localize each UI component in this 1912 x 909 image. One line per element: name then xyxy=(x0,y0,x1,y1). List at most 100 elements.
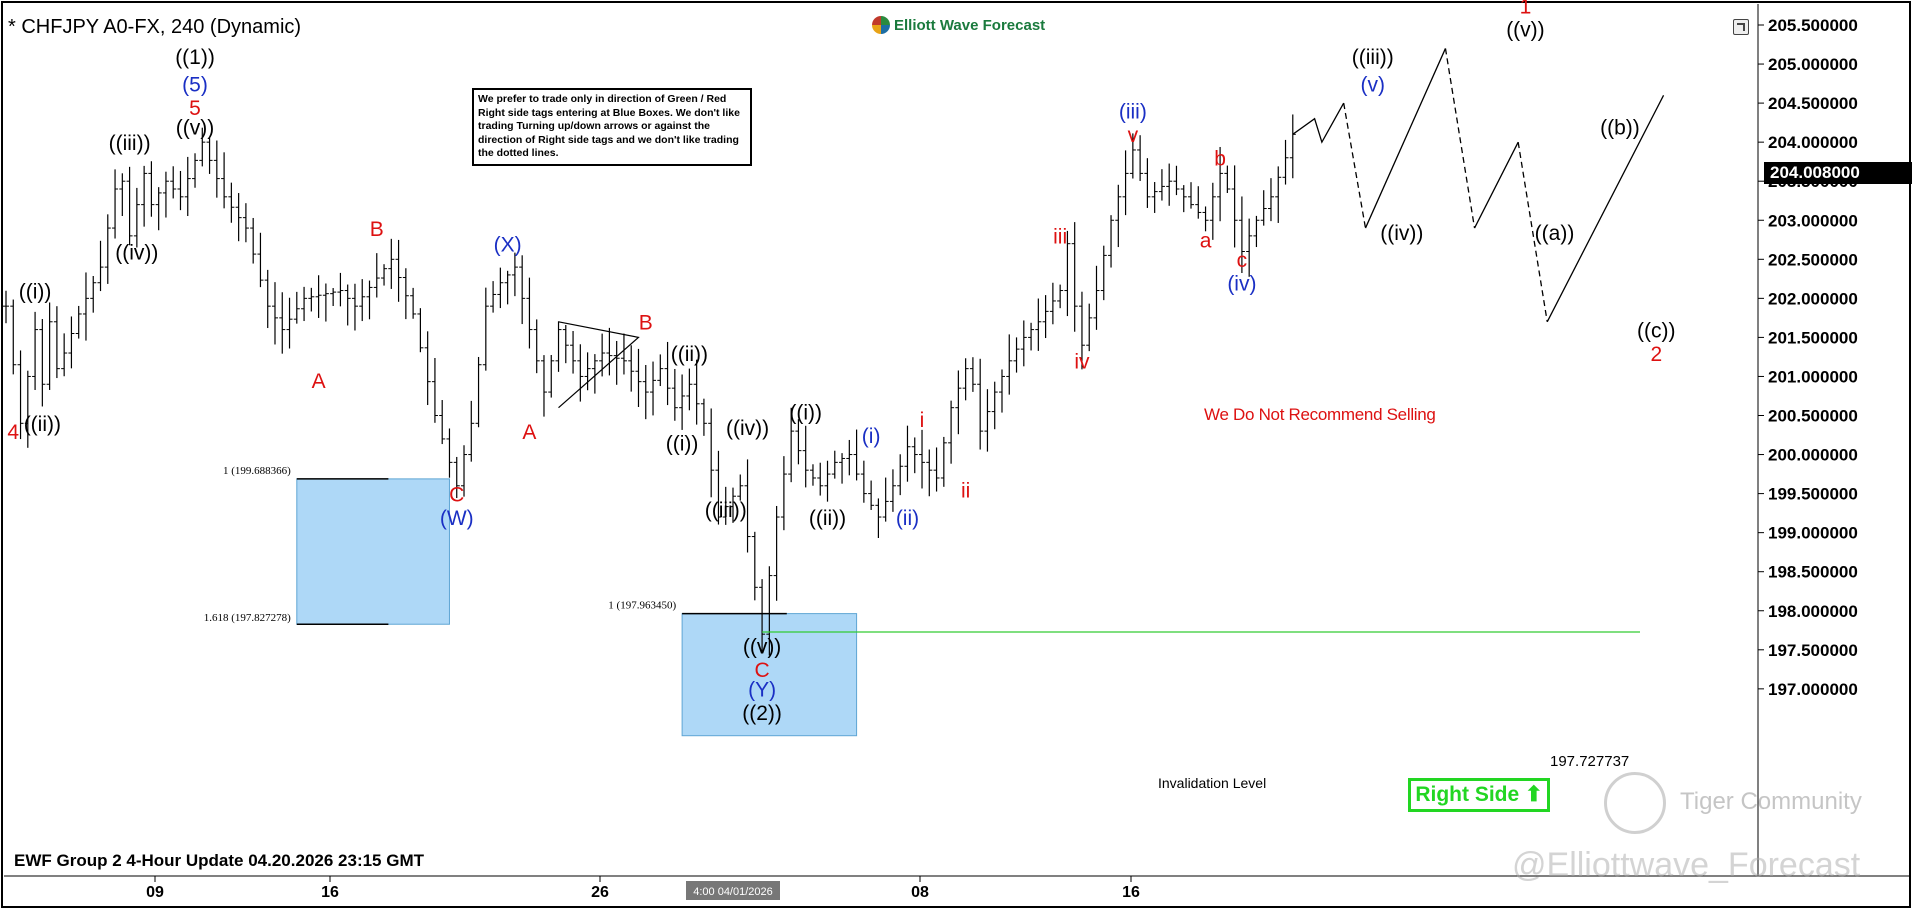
up-arrow-icon: ⬆ xyxy=(1525,783,1543,806)
projection-solid-segment xyxy=(1473,141,1519,229)
price-tick-label: 202.000000 xyxy=(1768,289,1858,308)
price-axis: 205.500000 205.000000 204.500000 204.000000… xyxy=(1758,16,1858,699)
wave-label: a xyxy=(1200,230,1212,253)
wave-label: 2 xyxy=(1650,343,1662,366)
price-tick-label: 202.500000 xyxy=(1768,250,1858,269)
wave-label: ((i)) xyxy=(666,433,699,456)
wave-label: B xyxy=(370,218,384,241)
wave-label: ((iii)) xyxy=(1352,46,1394,69)
wave-label: (Y) xyxy=(748,679,776,702)
wave-label: ((c)) xyxy=(1637,319,1675,342)
invalidation-label: Invalidation Level xyxy=(1158,775,1266,791)
price-tick-label: 197.500000 xyxy=(1768,641,1858,660)
wave-label: ((iii)) xyxy=(705,499,747,522)
tiger-logo-icon xyxy=(1604,772,1666,834)
wave-label: ((iii)) xyxy=(109,132,151,155)
current-price-tag: 204.008000 xyxy=(1764,162,1912,184)
triangle-lines xyxy=(558,321,640,409)
price-tick-label: 198.500000 xyxy=(1768,563,1858,582)
time-tick-label: 08 xyxy=(911,884,929,901)
wave-label: (i) xyxy=(862,425,881,448)
wave-label: ((2)) xyxy=(742,702,782,725)
price-tick-label: 205.000000 xyxy=(1768,55,1858,74)
wave-label: c xyxy=(1237,249,1248,272)
chart-title: * CHFJPY A0-FX, 240 (Dynamic) xyxy=(8,16,302,38)
blue-box-top-label: 1 (197.963450) xyxy=(608,600,676,612)
price-tick-label: 197.000000 xyxy=(1768,680,1858,699)
wave-label: ii xyxy=(961,480,970,503)
wave-label: ((i)) xyxy=(789,401,822,424)
wave-label: 1 xyxy=(1520,0,1532,18)
wave-label: ((ii)) xyxy=(24,413,61,436)
projection-dashed-segment xyxy=(1444,48,1476,229)
wave-label: B xyxy=(639,312,653,335)
trading-notice: We prefer to trade only in direction of … xyxy=(472,88,752,166)
projection-solid-segment xyxy=(1546,94,1665,323)
price-tick-label: 204.500000 xyxy=(1768,94,1858,113)
wave-label: ((a)) xyxy=(1535,222,1575,245)
wave-label: i xyxy=(920,409,925,432)
price-tick-label: 204.000000 xyxy=(1768,133,1858,152)
wave-label: iv xyxy=(1074,351,1090,374)
price-tick-label: 203.000000 xyxy=(1768,211,1858,230)
wave-labels: 4((i))((ii))((iii))((iv))((1))(5)5((v))B… xyxy=(7,0,1675,725)
wave-label: 5 xyxy=(189,97,201,120)
wave-label: 4 xyxy=(7,421,19,444)
wave-label: (X) xyxy=(494,233,522,256)
wave-label: A xyxy=(522,421,536,444)
wave-label: A xyxy=(312,370,326,393)
price-tick-label: 198.000000 xyxy=(1768,602,1858,621)
price-tick-label: 201.000000 xyxy=(1768,367,1858,386)
time-tick-label: 09 xyxy=(146,884,164,901)
blue-box-bottom-label: 1.618 (197.827278) xyxy=(204,612,291,624)
wave-label: C xyxy=(754,659,769,682)
price-tick-label: 199.000000 xyxy=(1768,524,1858,543)
wave-label: (W) xyxy=(440,507,474,530)
wave-label: ((v)) xyxy=(743,636,781,659)
wave-label: ((1)) xyxy=(175,46,215,69)
blue-box-top-label: 1 (199.688366) xyxy=(223,465,291,477)
wave-label: (v) xyxy=(1361,73,1386,96)
time-tick-label: 26 xyxy=(591,884,609,901)
wave-label: iii xyxy=(1053,226,1067,249)
ewf-logo-icon xyxy=(872,16,890,34)
wave-label: C xyxy=(449,483,464,506)
projection-dashed-segment xyxy=(1343,102,1367,229)
wave-label: ((ii)) xyxy=(809,507,846,530)
wave-label: ((i)) xyxy=(19,280,52,303)
projection-solid-segment xyxy=(1364,48,1447,229)
time-marker-label: 4:00 04/01/2026 xyxy=(693,886,773,898)
wave-label: (iv) xyxy=(1227,273,1256,296)
watermark-community: Tiger Community xyxy=(1680,788,1862,815)
wave-label: v xyxy=(1128,124,1139,147)
price-tick-label: 200.000000 xyxy=(1768,446,1858,465)
right-side-tag: Right Side ⬆ xyxy=(1408,778,1550,812)
brand-name: Elliott Wave Forecast xyxy=(894,16,1046,34)
wave-label: (ii) xyxy=(896,507,919,530)
right-side-label: Right Side xyxy=(1415,783,1520,806)
update-footer: EWF Group 2 4-Hour Update 04.20.2026 23:… xyxy=(14,851,425,870)
brand-logo: Elliott Wave Forecast xyxy=(872,16,1045,34)
wave-label: ((iv)) xyxy=(1380,222,1423,245)
wave-label: (iii) xyxy=(1119,101,1147,124)
projection-dashed-segment xyxy=(1517,142,1548,322)
time-marker-box xyxy=(686,881,780,900)
projection-path xyxy=(1292,48,1665,323)
wave-label: ((iv)) xyxy=(726,417,769,440)
price-tick-label: 199.500000 xyxy=(1768,485,1858,504)
time-tick-label: 16 xyxy=(1122,884,1140,901)
chart-settings-icon[interactable] xyxy=(1733,19,1749,35)
price-tick-label: 201.500000 xyxy=(1768,328,1858,347)
wave-label: ((b)) xyxy=(1600,116,1640,139)
time-tick-label: 16 xyxy=(321,884,339,901)
time-axis: 09 16 26 08 16 4:00 04/01/2026 xyxy=(146,876,1140,901)
wave-label: ((v)) xyxy=(1506,19,1544,42)
recommendation-text: We Do Not Recommend Selling xyxy=(1204,405,1436,424)
wave-label: ((v)) xyxy=(176,116,214,139)
price-bars xyxy=(3,114,1296,656)
price-tick-label: 200.500000 xyxy=(1768,407,1858,426)
invalidation-value: 197.727737 xyxy=(1550,753,1629,770)
